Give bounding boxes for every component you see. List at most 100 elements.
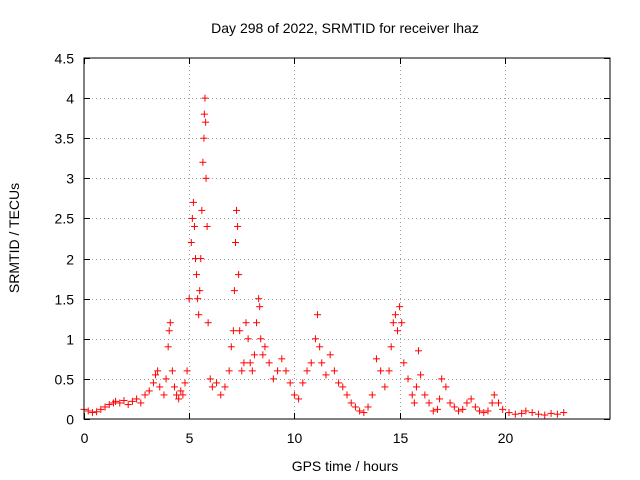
data-point <box>471 403 479 411</box>
data-points <box>80 94 568 419</box>
data-point <box>322 371 330 379</box>
plot-frame <box>83 57 611 420</box>
data-point <box>234 222 242 230</box>
data-point <box>541 411 549 419</box>
data-point <box>368 391 376 399</box>
data-point <box>372 355 380 363</box>
data-point <box>396 303 404 311</box>
data-point <box>463 399 471 407</box>
x-tick-label: 0 <box>81 430 89 446</box>
data-point <box>385 367 393 375</box>
data-point <box>179 391 187 399</box>
data-point <box>256 303 264 311</box>
data-point <box>204 319 212 327</box>
data-point <box>225 367 233 375</box>
data-point <box>189 198 197 206</box>
data-point <box>290 391 298 399</box>
data-point <box>408 391 416 399</box>
data-point <box>145 387 153 395</box>
data-point <box>286 379 294 387</box>
data-point <box>534 410 542 418</box>
data-point <box>208 383 216 391</box>
data-point <box>343 391 351 399</box>
data-point <box>175 395 183 403</box>
data-point <box>133 395 141 403</box>
y-tick-label: 0 <box>66 412 74 428</box>
data-point <box>528 409 536 417</box>
data-point <box>160 391 168 399</box>
data-point <box>197 255 205 263</box>
data-point <box>93 408 101 416</box>
data-point <box>425 399 433 407</box>
data-point <box>316 343 324 351</box>
data-point <box>387 343 395 351</box>
data-point <box>168 367 176 375</box>
data-point <box>351 403 359 411</box>
y-tick-label: 2.5 <box>55 211 75 227</box>
data-point <box>415 347 423 355</box>
data-point <box>433 405 441 413</box>
data-point <box>202 118 210 126</box>
data-point <box>199 158 207 166</box>
data-point <box>330 367 338 375</box>
data-point <box>257 335 265 343</box>
x-tick-label: 15 <box>393 430 409 446</box>
data-point <box>417 371 425 379</box>
data-point <box>238 367 246 375</box>
data-point <box>265 359 273 367</box>
data-point <box>484 407 492 415</box>
data-point <box>235 271 243 279</box>
data-point <box>97 405 105 413</box>
data-point <box>187 239 195 247</box>
data-point <box>181 379 189 387</box>
data-point <box>391 311 399 319</box>
data-point <box>124 401 132 409</box>
data-point <box>156 383 164 391</box>
data-point <box>404 375 412 383</box>
data-point <box>233 206 241 214</box>
data-point <box>318 359 326 367</box>
x-tick-label: 20 <box>498 430 514 446</box>
data-point <box>200 134 208 142</box>
data-point <box>165 327 173 335</box>
data-point <box>242 319 250 327</box>
data-point <box>88 409 96 417</box>
data-point <box>421 391 429 399</box>
chart-title: Day 298 of 2022, SRMTID for receiver lha… <box>211 20 479 36</box>
data-point <box>206 375 214 383</box>
data-point <box>356 407 364 415</box>
data-point <box>459 405 467 413</box>
data-point <box>560 409 568 417</box>
y-tick-label: 2 <box>66 252 74 268</box>
data-point <box>398 319 406 327</box>
data-point <box>101 403 109 411</box>
data-point <box>196 287 204 295</box>
data-point <box>221 383 229 391</box>
data-point <box>217 391 225 399</box>
y-tick-label: 1.5 <box>55 292 75 308</box>
axis-ticks: 0 0.5 1 1.5 2 2.5 3 3.5 4 4.5 0 5 10 15 20 <box>55 51 610 446</box>
data-point <box>393 327 401 335</box>
data-point <box>412 383 420 391</box>
data-point <box>480 409 488 417</box>
data-point <box>511 410 519 418</box>
data-point <box>253 319 261 327</box>
data-point <box>162 375 170 383</box>
data-point <box>438 375 446 383</box>
data-point <box>141 391 149 399</box>
data-point <box>244 335 252 343</box>
data-point <box>442 383 450 391</box>
data-point <box>195 311 203 319</box>
y-tick-label: 4 <box>66 91 74 107</box>
data-point <box>137 399 145 407</box>
data-point <box>173 391 181 399</box>
data-point <box>476 407 484 415</box>
data-point <box>255 295 263 303</box>
data-point <box>303 367 311 375</box>
y-tick-label: 1 <box>66 332 74 348</box>
data-point <box>202 174 210 182</box>
y-tick-label: 3.5 <box>55 131 75 147</box>
x-tick-label: 5 <box>186 430 194 446</box>
data-point <box>154 367 162 375</box>
data-point <box>339 383 347 391</box>
